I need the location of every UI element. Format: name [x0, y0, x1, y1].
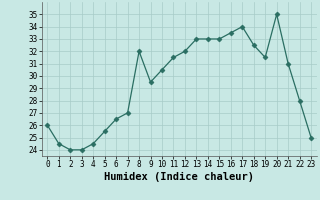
X-axis label: Humidex (Indice chaleur): Humidex (Indice chaleur)	[104, 172, 254, 182]
